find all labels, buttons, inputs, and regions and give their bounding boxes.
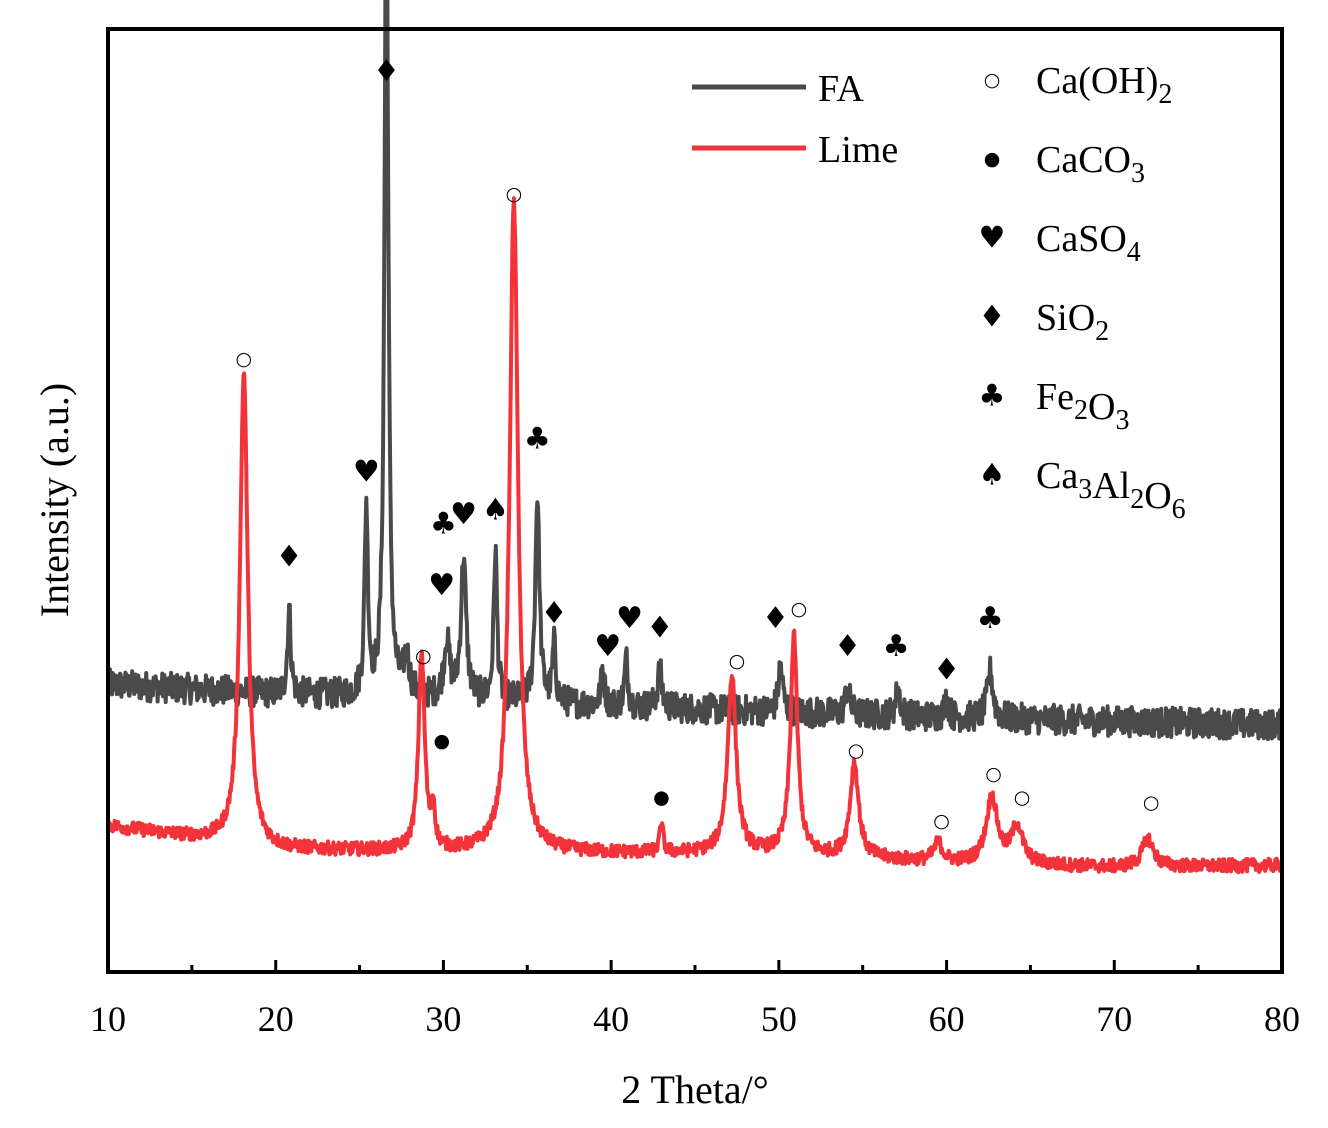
curves-layer [106,0,1284,875]
legend-phase-symbol: ♣ [979,379,1006,414]
y-axis-label: Intensity (a.u.) [32,383,77,617]
peak-marker-fa: ♣ [430,507,457,542]
x-tick-label: 80 [1264,999,1300,1039]
peak-marker-fa: ♣ [883,629,910,664]
legend-phase-label: Ca(OH)2 [1036,60,1172,110]
peak-marker-lime: ○ [1014,787,1031,809]
x-axis-tick-labels: 10 20 30 40 50 60 70 80 [90,999,1300,1039]
legend-phase-symbol: ♠ [979,458,1006,493]
legend-phase-symbol: ○ [984,69,1001,91]
legend-phase-label: CaCO3 [1036,139,1145,189]
legend-phase-symbol: ● [984,148,1001,170]
x-tick-label: 20 [258,999,294,1039]
legend-phase-label: SiO2 [1036,297,1109,347]
x-tick-label: 30 [425,999,461,1039]
peak-marker-fa: ♥ [594,629,621,664]
legend-phase-label: Fe2O3 [1036,376,1129,436]
x-tick-label: 60 [929,999,965,1039]
peak-marker-fa: ♥ [428,568,455,603]
peak-marker-fa: ♦ [834,629,861,664]
legend-label-fa: FA [818,68,864,110]
peak-marker-lime: ○ [985,763,1002,785]
peak-marker-lime: ● [653,787,670,809]
peak-marker-lime: ○ [1143,791,1160,813]
peak-marker-lime: ● [433,730,450,752]
x-axis-ticks [106,960,1284,972]
peak-marker-fa: ♣ [977,601,1004,636]
legend-phase-symbol: ♦ [979,300,1006,335]
legend: FA Lime ○ Ca(OH)2 ● CaCO3 ♥ CaSO4 ♦ SiO2 ♣ Fe2O3 ♠ Ca… [692,60,1186,525]
peak-marker-lime: ○ [506,183,523,205]
series-line-lime [106,196,1284,875]
legend-phase-label: Ca3Al2O6 [1036,455,1186,525]
peak-marker-fa: ♥ [450,497,477,532]
x-tick-label: 50 [761,999,797,1039]
peak-marker-fa: ♦ [373,54,400,89]
x-tick-label: 10 [90,999,126,1039]
peak-marker-fa: ♦ [541,596,568,631]
peak-marker-fa: ♠ [482,492,509,527]
peak-marker-lime: ○ [848,739,865,761]
legend-phase-label: CaSO4 [1036,218,1141,268]
peak-marker-lime: ○ [791,598,808,620]
legend-phase-symbol: ♥ [979,221,1006,256]
peak-marker-lime: ○ [236,348,253,370]
peak-marker-fa: ♥ [353,455,380,490]
peak-annotations: ♦♥♦♣♥ ♠♥♣♦ ♥♥♦ ♦♦ ♣♦♣○○●○●○○○○○○ ○ [236,54,1160,832]
peak-marker-lime: ○ [729,650,746,672]
peak-marker-fa: ♣ [524,422,551,457]
peak-marker-fa: ♦ [933,653,960,688]
peak-marker-lime: ○ [415,645,432,667]
peak-marker-lime: ○ [933,810,950,832]
x-tick-label: 70 [1096,999,1132,1039]
series-line-fa [106,0,1284,742]
peak-marker-fa: ♦ [276,540,303,575]
peak-marker-fa: ♦ [646,610,673,645]
peak-marker-fa: ♦ [762,601,789,636]
x-axis-label: 2 Theta/° [621,1067,768,1112]
peak-marker-fa: ♥ [616,601,643,636]
legend-label-lime: Lime [818,129,898,171]
x-tick-label: 40 [593,999,629,1039]
